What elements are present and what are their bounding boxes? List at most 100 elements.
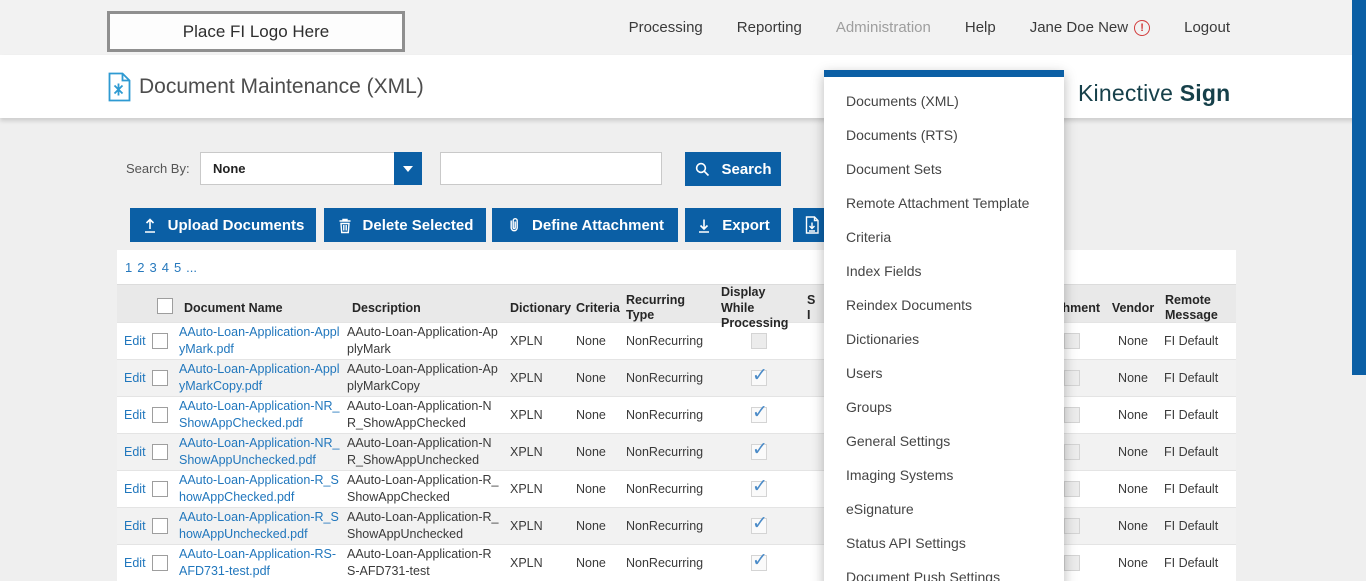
row-checkbox[interactable] [152,481,168,497]
menu-item-general-settings[interactable]: General Settings [846,433,951,449]
top-nav-links: Processing Reporting Administration Help Jan… [629,0,1230,55]
upload-documents-button[interactable]: Upload Documents [130,208,316,242]
row-checkbox[interactable] [152,444,168,460]
edit-link[interactable]: Edit [124,556,146,570]
table-header-row: Document Name Description Dictionary Cri… [117,285,1236,330]
document-name-link[interactable]: AAuto-Loan-Application-RS-AFD731-test.pd… [179,547,337,578]
vendor-cell: None [1118,371,1148,385]
page-scrollbar-thumb[interactable] [1352,0,1366,375]
document-name-cell: AAuto-Loan-Application-ApplyMarkCopy.pdf [179,361,347,395]
attachment-cell [1002,444,1106,460]
header-clipped-column: S I [807,292,816,323]
display-while-processing-cell [716,438,802,461]
nav-item-help[interactable]: Help [965,19,996,36]
remote-message-cell: FI Default [1164,482,1219,496]
attachment-cell [1002,333,1106,349]
define-attachment-button[interactable]: Define Attachment [492,208,678,242]
nav-item-label: Reporting [736,19,802,36]
recurring-type-cell: NonRecurring [626,371,704,385]
nav-item-processing[interactable]: Processing [629,19,703,36]
table-row: Edit AAuto-Loan-Application-R_ShowAppUnch… [117,507,1236,544]
row-checkbox-cell [149,370,179,386]
edit-link[interactable]: Edit [124,519,146,533]
page-link[interactable]: 2 [137,259,145,275]
nav-item-administration[interactable]: Administration [836,19,931,36]
row-checkbox[interactable] [152,333,168,349]
row-checkbox[interactable] [152,407,168,423]
remote-message-cell: FI Default [1164,445,1219,459]
row-checkbox-cell [149,555,179,571]
dictionary-cell: XPLN [510,556,543,570]
menu-item-groups[interactable]: Groups [846,399,892,415]
row-checkbox[interactable] [152,518,168,534]
menu-accent-bar [824,70,1064,77]
page-link[interactable]: 3 [149,259,157,275]
menu-item-remote-attachment-template[interactable]: Remote Attachment Template [846,195,1030,211]
document-name-link[interactable]: AAuto-Loan-Application-ApplyMark.pdf [179,325,340,356]
search-by-selected-value: None [213,161,246,176]
nav-item-reporting[interactable]: Reporting [737,19,802,36]
search-by-select[interactable]: None [200,152,422,185]
search-button-label: Search [721,160,772,178]
export-label: Export [722,216,770,234]
menu-item-document-sets[interactable]: Document Sets [846,161,942,177]
display-check-unchecked [751,333,767,349]
table-body: Edit AAuto-Loan-Application-ApplyMark.pdf… [117,322,1236,581]
display-check-checked [751,364,768,387]
criteria-cell: None [576,408,606,422]
dictionary-cell: XPLN [510,445,543,459]
page-link[interactable]: 5 [173,259,182,275]
page-link[interactable]: ... [186,259,198,275]
recurring-type-cell: NonRecurring [626,445,704,459]
edit-cell: Edit [117,482,149,496]
document-xml-icon [108,72,131,102]
row-checkbox[interactable] [152,555,168,571]
criteria-cell: None [576,334,606,348]
display-while-processing-cell [716,401,802,424]
menu-item-users[interactable]: Users [846,365,883,381]
document-name-link[interactable]: AAuto-Loan-Application-ApplyMarkCopy.pdf [179,362,340,393]
select-all-checkbox[interactable] [157,298,173,315]
description-cell: AAuto-Loan-Application-ApplyMarkCopy [347,362,498,393]
description-cell: AAuto-Loan-Application-RS-AFD731-test [347,547,492,578]
menu-item-reindex-documents[interactable]: Reindex Documents [846,297,973,313]
edit-link[interactable]: Edit [124,482,146,496]
delete-selected-button[interactable]: Delete Selected [324,208,486,242]
vendor-cell: None [1118,482,1148,496]
brand-name: Kinective [1078,80,1174,106]
header-recurring-type: Recurring Type [626,292,686,323]
menu-item-dictionaries[interactable]: Dictionaries [846,331,920,347]
page-link[interactable]: 1 [125,259,133,275]
chevron-down-icon[interactable] [394,152,422,185]
edit-link[interactable]: Edit [124,334,146,348]
page-title: Document Maintenance (XML) [139,75,424,98]
document-name-link[interactable]: AAuto-Loan-Application-NR_ShowAppChecked… [179,399,340,430]
attachment-cell [1002,555,1106,571]
row-checkbox[interactable] [152,370,168,386]
display-while-processing-cell [716,512,802,535]
document-name-cell: AAuto-Loan-Application-R_ShowAppChecked.… [179,472,347,506]
document-name-link[interactable]: AAuto-Loan-Application-R_ShowAppChecked.… [179,473,339,504]
search-icon [696,162,710,176]
nav-item-logout[interactable]: Logout [1184,19,1230,36]
menu-item-documents-xml-[interactable]: Documents (XML) [846,93,959,109]
edit-link[interactable]: Edit [124,445,146,459]
document-name-link[interactable]: AAuto-Loan-Application-R_ShowAppUnchecke… [179,510,339,541]
menu-item-status-api-settings[interactable]: Status API Settings [846,535,966,551]
criteria-cell: None [576,371,606,385]
document-name-link[interactable]: AAuto-Loan-Application-NR_ShowAppUncheck… [179,436,340,467]
page-link[interactable]: 4 [161,259,169,275]
menu-item-esignature[interactable]: eSignature [846,501,914,517]
edit-cell: Edit [117,445,149,459]
menu-item-documents-rts-[interactable]: Documents (RTS) [846,127,958,143]
edit-link[interactable]: Edit [124,408,146,422]
nav-item-jane-doe-new[interactable]: Jane Doe New! [1030,19,1151,36]
menu-item-criteria[interactable]: Criteria [846,229,892,245]
menu-item-imaging-systems[interactable]: Imaging Systems [846,467,954,483]
export-button[interactable]: Export [685,208,781,242]
menu-item-index-fields[interactable]: Index Fields [846,263,922,279]
search-input[interactable] [440,152,662,185]
edit-link[interactable]: Edit [124,371,146,385]
menu-item-document-push-settings[interactable]: Document Push Settings [846,569,1001,581]
search-button[interactable]: Search [685,152,781,186]
